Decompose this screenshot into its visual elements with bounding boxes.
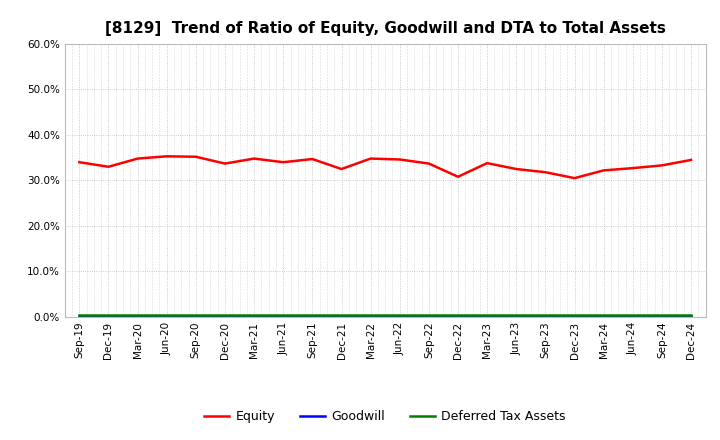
Goodwill: [629, 314, 637, 319]
Legend: Equity, Goodwill, Deferred Tax Assets: Equity, Goodwill, Deferred Tax Assets: [199, 405, 571, 428]
Deferred Tax Assets: [570, 313, 579, 318]
Goodwill: [570, 314, 579, 319]
Deferred Tax Assets: [75, 313, 84, 318]
Goodwill: [454, 314, 462, 319]
Deferred Tax Assets: [133, 313, 142, 318]
Equity: [133, 156, 142, 161]
Equity: [454, 174, 462, 180]
Deferred Tax Assets: [366, 313, 375, 318]
Deferred Tax Assets: [541, 313, 550, 318]
Goodwill: [308, 314, 317, 319]
Deferred Tax Assets: [629, 313, 637, 318]
Equity: [163, 154, 171, 159]
Goodwill: [657, 314, 666, 319]
Deferred Tax Assets: [599, 313, 608, 318]
Goodwill: [192, 314, 200, 319]
Goodwill: [425, 314, 433, 319]
Goodwill: [220, 314, 229, 319]
Equity: [308, 156, 317, 161]
Equity: [395, 157, 404, 162]
Goodwill: [512, 314, 521, 319]
Equity: [512, 166, 521, 172]
Goodwill: [279, 314, 287, 319]
Deferred Tax Assets: [192, 313, 200, 318]
Deferred Tax Assets: [104, 313, 113, 318]
Line: Equity: Equity: [79, 156, 691, 178]
Equity: [657, 163, 666, 168]
Deferred Tax Assets: [220, 313, 229, 318]
Deferred Tax Assets: [250, 313, 258, 318]
Deferred Tax Assets: [687, 313, 696, 318]
Deferred Tax Assets: [308, 313, 317, 318]
Goodwill: [395, 314, 404, 319]
Equity: [279, 160, 287, 165]
Goodwill: [104, 314, 113, 319]
Goodwill: [337, 314, 346, 319]
Title: [8129]  Trend of Ratio of Equity, Goodwill and DTA to Total Assets: [8129] Trend of Ratio of Equity, Goodwil…: [105, 21, 665, 36]
Equity: [104, 164, 113, 169]
Deferred Tax Assets: [163, 313, 171, 318]
Equity: [687, 158, 696, 163]
Goodwill: [163, 314, 171, 319]
Equity: [570, 176, 579, 181]
Equity: [483, 161, 492, 166]
Goodwill: [366, 314, 375, 319]
Goodwill: [687, 314, 696, 319]
Goodwill: [483, 314, 492, 319]
Equity: [75, 160, 84, 165]
Deferred Tax Assets: [337, 313, 346, 318]
Goodwill: [250, 314, 258, 319]
Equity: [192, 154, 200, 159]
Deferred Tax Assets: [395, 313, 404, 318]
Equity: [629, 165, 637, 171]
Deferred Tax Assets: [512, 313, 521, 318]
Equity: [425, 161, 433, 166]
Equity: [541, 169, 550, 175]
Goodwill: [75, 314, 84, 319]
Equity: [366, 156, 375, 161]
Equity: [250, 156, 258, 161]
Deferred Tax Assets: [483, 313, 492, 318]
Deferred Tax Assets: [425, 313, 433, 318]
Equity: [220, 161, 229, 166]
Goodwill: [133, 314, 142, 319]
Deferred Tax Assets: [279, 313, 287, 318]
Deferred Tax Assets: [454, 313, 462, 318]
Goodwill: [599, 314, 608, 319]
Goodwill: [541, 314, 550, 319]
Equity: [337, 166, 346, 172]
Equity: [599, 168, 608, 173]
Deferred Tax Assets: [657, 313, 666, 318]
